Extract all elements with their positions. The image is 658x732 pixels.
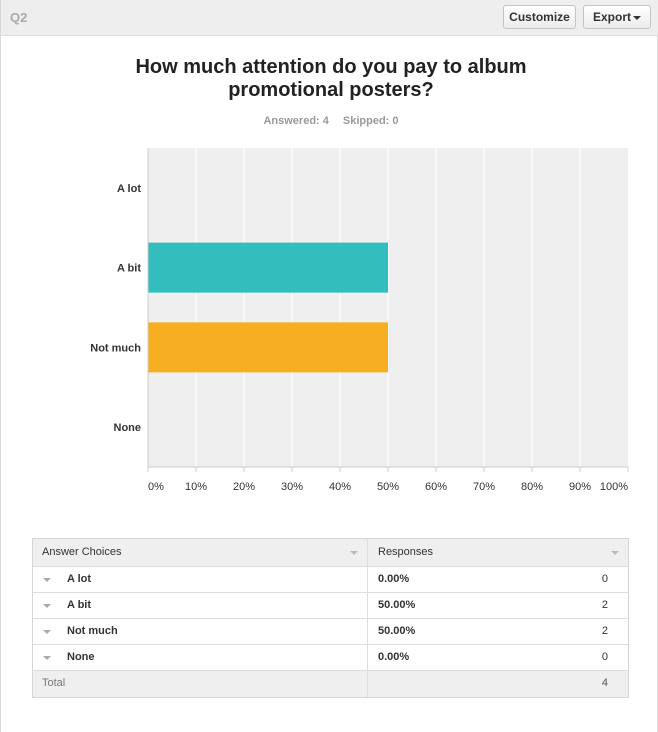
response-cell: 0.00% 0 [368, 567, 628, 592]
sort-icon [611, 551, 619, 555]
caret-down-icon [633, 16, 641, 20]
category-label: A bit [117, 263, 141, 275]
choice-label: None [67, 651, 95, 663]
responses-header-label: Responses [378, 546, 434, 558]
response-percent: 50.00% [378, 625, 416, 637]
customize-label: Customize [509, 10, 570, 24]
x-tick-label: 30% [281, 481, 303, 493]
bar [148, 242, 388, 293]
category-label: None [114, 422, 142, 434]
sort-icon [350, 551, 358, 555]
x-tick-label: 0% [148, 481, 164, 493]
response-count: 2 [601, 599, 608, 611]
x-tick-label: 40% [329, 481, 351, 493]
answer-choices-header-label: Answer Choices [42, 546, 122, 558]
response-count: 2 [601, 625, 608, 637]
choice-cell: A lot [33, 567, 368, 592]
x-tick-label: 90% [569, 481, 591, 493]
choice-cell: A bit [33, 593, 368, 618]
total-label: Total [33, 671, 368, 697]
x-tick-label: 70% [473, 481, 495, 493]
table-row: A lot 0.00% 0 [33, 567, 628, 593]
question-toolbar: Q2 Customize Export [1, 0, 658, 36]
chevron-down-icon[interactable] [43, 604, 51, 608]
table-row: None 0.00% 0 [33, 645, 628, 671]
table-row: A bit 50.00% 2 [33, 593, 628, 619]
choice-label: A lot [67, 573, 92, 585]
response-cell: 50.00% 2 [368, 619, 628, 644]
table-row: Not much 50.00% 2 [33, 619, 628, 645]
response-count: 0 [601, 651, 608, 663]
skipped-count: Skipped: 0 [342, 115, 399, 127]
choice-label: Not much [67, 625, 118, 637]
chevron-down-icon[interactable] [43, 630, 51, 634]
category-label: Not much [90, 342, 141, 354]
x-tick-label: 80% [521, 481, 543, 493]
choice-label: A bit [67, 599, 92, 611]
bar [148, 322, 388, 373]
question-title: How much attention do you pay to album p… [135, 56, 527, 101]
chevron-down-icon[interactable] [43, 578, 51, 582]
choice-cell: None [33, 645, 368, 670]
response-count: 0 [601, 573, 608, 585]
category-label: A lot [117, 183, 141, 195]
x-tick-label: 10% [185, 481, 207, 493]
table-total-row: Total 4 [33, 671, 628, 697]
total-cell: 4 [368, 671, 628, 697]
x-tick-label: 20% [233, 481, 255, 493]
response-percent: 0.00% [378, 651, 410, 663]
question-id: Q2 [10, 10, 28, 25]
customize-button[interactable]: Customize [503, 5, 576, 29]
x-tick-label: 60% [425, 481, 447, 493]
choice-cell: Not much [33, 619, 368, 644]
response-cell: 50.00% 2 [368, 593, 628, 618]
x-tick-label: 50% [377, 481, 399, 493]
responses-table: Answer Choices Responses A lot 0.00% 0 A… [32, 538, 629, 698]
response-percent: 0.00% [378, 573, 410, 585]
bar-chart: A lot A bit Not much None 0% 10% 20% 30% 40% 50% 6… [90, 148, 629, 493]
chevron-down-icon[interactable] [43, 656, 51, 660]
response-stats: Answered: 4 Skipped: 0 [181, 115, 481, 127]
responses-header[interactable]: Responses [368, 539, 628, 566]
response-cell: 0.00% 0 [368, 645, 628, 670]
answered-count: Answered: 4 [263, 115, 329, 127]
total-count: 4 [601, 677, 608, 689]
table-header-row: Answer Choices Responses [33, 539, 628, 567]
export-button[interactable]: Export [583, 5, 651, 29]
export-label: Export [593, 10, 632, 24]
answer-choices-header[interactable]: Answer Choices [33, 539, 368, 566]
x-tick-label: 100% [600, 481, 628, 493]
response-percent: 50.00% [378, 599, 416, 611]
